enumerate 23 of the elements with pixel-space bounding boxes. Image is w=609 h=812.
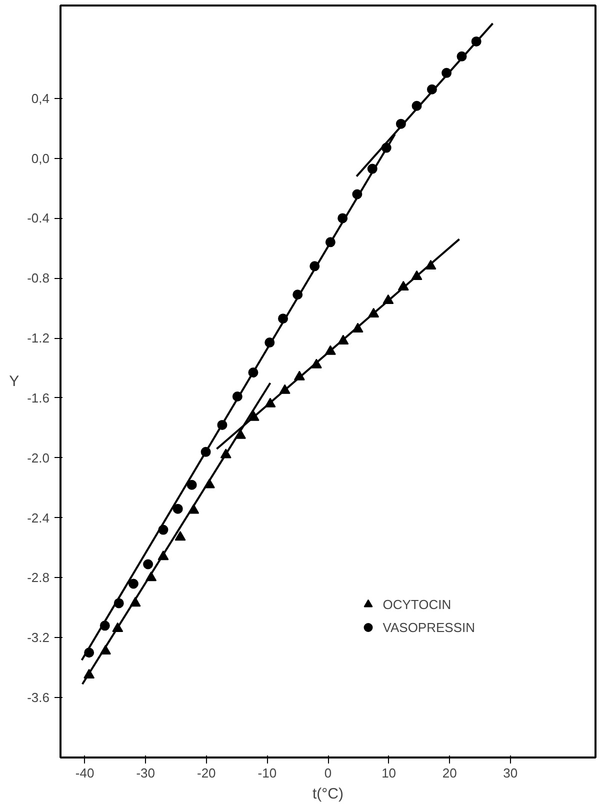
x-tick-label: 30	[503, 766, 518, 780]
y-tick-label: -1.2	[27, 330, 50, 346]
x-tick-label: -30	[136, 766, 156, 780]
x-tick-label: 10	[382, 766, 396, 780]
y-tick-label: -0.4	[27, 210, 50, 226]
y-tick-label: -3.2	[27, 630, 50, 646]
y-tick-label: -2.8	[27, 570, 50, 586]
legend-label: VASOPRESSIN	[382, 620, 475, 634]
y-axis-title: Y	[9, 373, 20, 390]
y-tick-label: -0.8	[27, 270, 50, 286]
x-tick-label: 20	[442, 766, 457, 780]
x-tick-label: -10	[258, 766, 277, 780]
y-tick-label: 0,4	[31, 90, 50, 106]
x-tick-label: -20	[197, 766, 216, 780]
legend-label: OCYTOCIN	[382, 596, 452, 612]
y-tick-label: -2.0	[27, 450, 50, 466]
y-tick-label: 0,0	[31, 150, 50, 166]
y-tick-label: -3.6	[27, 690, 50, 706]
x-tick-label: 0	[324, 766, 332, 780]
y-tick-label: -1.6	[27, 390, 50, 406]
x-tick-label: -40	[75, 766, 94, 780]
y-tick-label: -2.4	[27, 510, 50, 526]
x-axis-title: t(°C)	[312, 786, 344, 802]
